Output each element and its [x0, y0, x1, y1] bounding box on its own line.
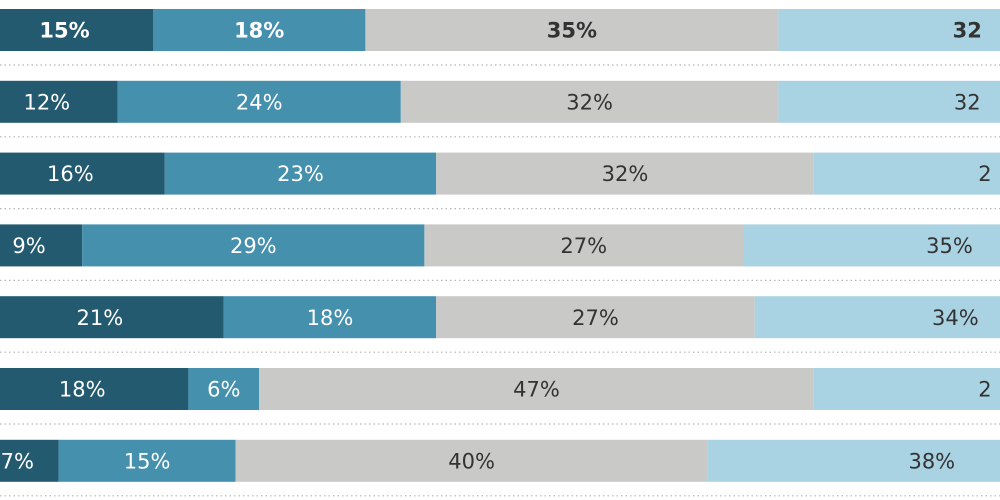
bar-segment — [82, 224, 425, 267]
bar-segment — [0, 224, 83, 267]
bar-row: 18% 6% 47% 2 — [0, 368, 1000, 410]
bar-row: 15% 18% 35% 32 — [0, 9, 1000, 51]
data-label: 16% — [47, 162, 94, 186]
bar-segment — [707, 439, 1000, 482]
bar-segment — [188, 368, 260, 410]
bar-segment — [0, 152, 165, 195]
bar-segment — [743, 224, 1000, 267]
data-label: 6% — [207, 378, 240, 402]
bar-segment — [365, 9, 779, 51]
data-label: 32% — [602, 162, 649, 186]
data-label: 32% — [566, 90, 613, 114]
data-label: 18% — [307, 306, 354, 330]
data-label: 15% — [124, 449, 171, 473]
bar-row: 21% 18% 27% 34% — [0, 296, 1000, 339]
data-label: 27% — [572, 306, 619, 330]
bar-segment — [436, 296, 755, 339]
bar-segment — [58, 439, 236, 482]
bar-row: 9% 29% 27% 35% — [0, 224, 1000, 267]
data-label: 15% — [39, 19, 89, 43]
bar-segment — [223, 296, 437, 339]
data-label: 32 — [954, 90, 981, 114]
bar-segment — [153, 9, 366, 51]
bar-segment — [0, 439, 59, 482]
data-label: 9% — [12, 234, 45, 258]
data-label: 34% — [932, 306, 979, 330]
data-label: 47% — [513, 378, 560, 402]
bar-row: 12% 24% 32% 32 — [0, 80, 1000, 123]
bar-segment — [436, 152, 814, 195]
data-label: 24% — [236, 90, 283, 114]
data-label: 29% — [230, 234, 277, 258]
data-label: 35% — [547, 19, 597, 43]
bar-segment — [400, 80, 779, 123]
bar-segment — [0, 80, 118, 123]
data-label: 21% — [77, 306, 124, 330]
data-label: 12% — [23, 90, 70, 114]
data-label: 38% — [908, 449, 955, 473]
bar-segment — [164, 152, 437, 195]
data-label: 32 — [953, 19, 982, 43]
bar-segment — [0, 9, 153, 51]
bar-segment — [754, 296, 1000, 339]
bar-segment — [0, 296, 224, 339]
data-label: 2 — [978, 162, 991, 186]
data-label: 2 — [978, 378, 991, 402]
bar-segment — [778, 9, 1000, 51]
bar-segment — [0, 368, 189, 410]
bar-segment — [259, 368, 814, 410]
data-label: 18% — [59, 378, 106, 402]
data-label: 23% — [277, 162, 324, 186]
bar-segment — [778, 80, 1000, 123]
bar-segment — [813, 368, 1000, 410]
bar-segment — [117, 80, 401, 123]
bar-segment — [424, 224, 743, 267]
bar-segment — [813, 152, 1000, 195]
data-label: 35% — [926, 234, 973, 258]
bar-segment — [235, 439, 708, 482]
data-label: 27% — [560, 234, 607, 258]
bar-row: 16% 23% 32% 2 — [0, 152, 1000, 195]
bar-row: 7% 15% 40% 38% — [0, 439, 1000, 482]
data-label: 40% — [448, 449, 495, 473]
row-separators — [0, 64, 1000, 497]
data-label: 7% — [1, 449, 34, 473]
data-label: 18% — [234, 19, 284, 43]
